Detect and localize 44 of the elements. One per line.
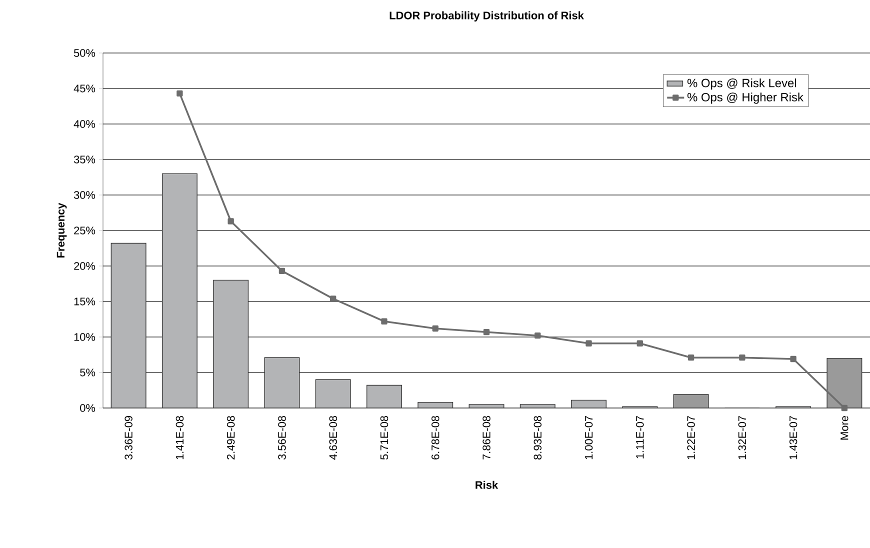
- y-tick-label: 50%: [74, 49, 96, 57]
- x-tick-label: 3.36E-09: [124, 416, 132, 460]
- point: [841, 404, 848, 412]
- y-tick-label: 5%: [80, 368, 96, 376]
- y-tick-label: 35%: [74, 156, 96, 164]
- point: [432, 325, 438, 332]
- y-tick-label: 25%: [74, 226, 96, 234]
- chart-title: LDOR Probability Distribution of Risk: [390, 11, 584, 22]
- point: [483, 328, 490, 336]
- y-tick-label: 20%: [74, 262, 96, 270]
- x-tick-label: 1.41E-08: [176, 416, 184, 460]
- legend-label: % Ops @ Higher Risk: [687, 92, 804, 104]
- x-tick-label: 2.49E-08: [226, 416, 235, 460]
- point: [381, 318, 388, 324]
- y-tick-label: 15%: [74, 298, 96, 306]
- point: [534, 332, 541, 339]
- y-tick-label: 45%: [74, 84, 96, 92]
- x-tick-label: 3.56E-08: [278, 416, 286, 460]
- x-tick-label: 8.93E-08: [534, 416, 542, 460]
- legend-label: % Ops @ Risk Level: [687, 78, 796, 90]
- x-tick-label: 1.00E-07: [584, 416, 593, 460]
- point: [688, 354, 694, 361]
- point: [790, 356, 796, 362]
- y-axis-title: Frequency: [56, 202, 67, 258]
- point: [278, 268, 286, 274]
- point: [739, 354, 746, 361]
- x-tick-label: 1.43E-07: [789, 416, 798, 460]
- y-tick-label: 40%: [74, 120, 96, 128]
- y-tick-label: 10%: [74, 333, 96, 341]
- point: [586, 340, 592, 346]
- x-axis-title: Risk: [476, 480, 498, 489]
- x-tick-label: 1.11E-07: [636, 416, 644, 458]
- x-tick-label: More: [840, 416, 848, 440]
- point: [176, 90, 183, 97]
- point: [228, 218, 234, 224]
- x-tick-label: 1.22E-07: [687, 416, 695, 460]
- x-tick-label: 7.86E-08: [482, 416, 490, 460]
- x-tick-label: 4.63E-08: [329, 416, 337, 460]
- y-tick-label: 30%: [74, 191, 96, 199]
- x-tick-label: 6.78E-08: [432, 416, 440, 460]
- y-tick-label: 0%: [80, 404, 96, 412]
- x-tick-label: 5.71E-08: [380, 416, 388, 460]
- point: [636, 340, 643, 346]
- x-tick-label: 1.32E-07: [738, 416, 746, 460]
